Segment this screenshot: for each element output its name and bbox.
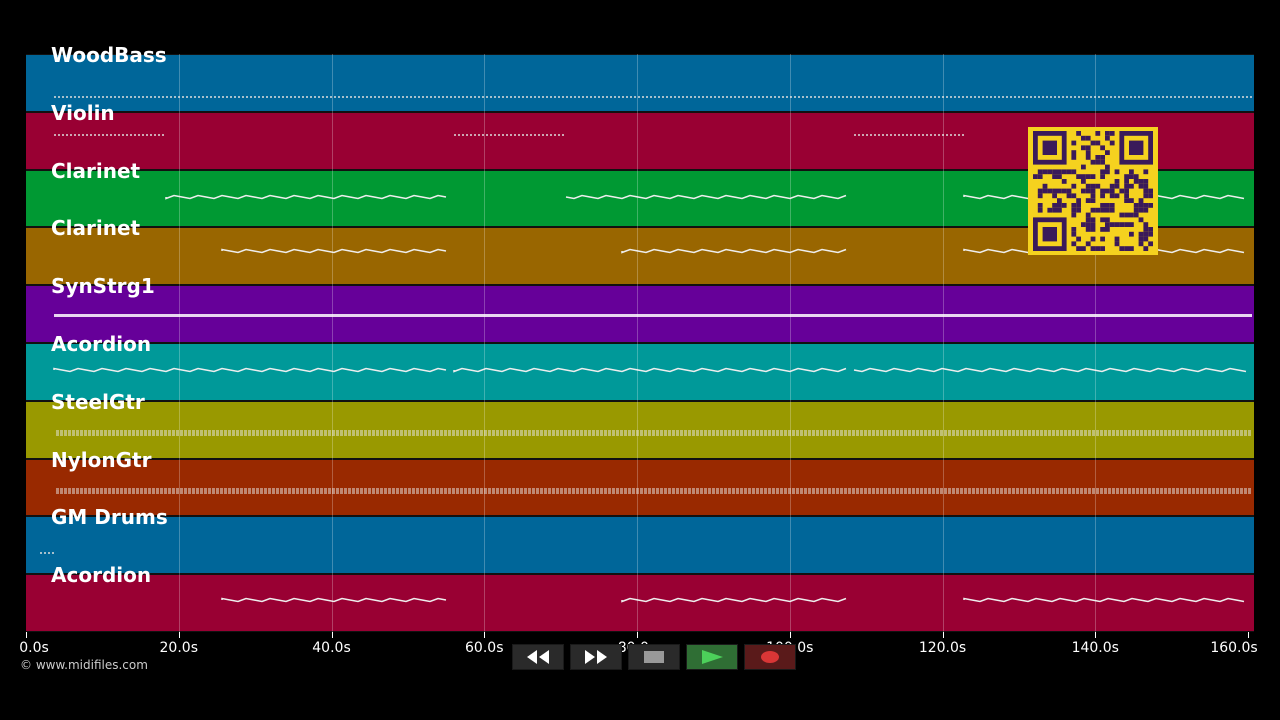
track-name: Clarinet	[51, 216, 141, 241]
rewind-icon	[527, 650, 549, 664]
grid-line	[637, 54, 638, 632]
rewind-button[interactable]	[512, 644, 564, 670]
track-notes	[54, 134, 966, 136]
track-name: GM Drums	[51, 505, 168, 530]
grid-line	[484, 54, 486, 632]
track-lane: SynStrg1	[26, 274, 1254, 343]
note-bar	[54, 314, 1252, 318]
track-notes	[40, 552, 54, 555]
tick-mark	[1095, 632, 1097, 638]
tick-label: 140.0s	[1071, 640, 1119, 656]
note-line	[853, 367, 1247, 373]
grid-line	[942, 54, 944, 632]
note-line	[453, 367, 847, 373]
tick-label: 120.0s	[918, 640, 967, 656]
note-line	[221, 597, 447, 603]
tick-mark	[942, 632, 944, 638]
note-line	[221, 248, 447, 254]
tick-label: 0.0s	[19, 640, 49, 656]
fast-forward-icon	[585, 650, 607, 664]
track-notes	[221, 597, 1245, 603]
grid-line	[789, 54, 791, 632]
tick-label: 60.0s	[465, 640, 504, 656]
tick-mark	[1248, 632, 1249, 638]
play-button[interactable]	[686, 644, 738, 670]
qr-code	[1028, 127, 1158, 255]
track-notes	[56, 430, 1252, 436]
track-notes	[54, 314, 1252, 318]
play-icon	[702, 650, 723, 664]
tick-mark	[26, 632, 27, 638]
track-lane: Acordion	[26, 332, 1254, 401]
track-lane: GM Drums	[26, 505, 1254, 575]
tick-mark	[331, 632, 333, 638]
stop-button[interactable]	[628, 644, 680, 670]
note-line	[565, 194, 847, 199]
track-lane: SteelGtr	[26, 390, 1254, 459]
track-lane: NylonGtr	[26, 448, 1254, 517]
qr-code-image	[1033, 131, 1153, 251]
tick-label: 160.0s	[1210, 640, 1258, 656]
grid-line	[178, 54, 180, 632]
grid-line	[331, 54, 333, 632]
fast-forward-button[interactable]	[570, 644, 622, 670]
tick-label: 20.0s	[159, 640, 198, 656]
note-line	[621, 249, 847, 254]
note-line	[621, 597, 847, 603]
track-name: Acordion	[51, 563, 152, 588]
note-line	[53, 367, 447, 373]
note-line	[963, 597, 1245, 603]
grid-line	[1095, 54, 1097, 632]
track-name: SteelGtr	[51, 389, 145, 414]
track-name: Acordion	[51, 332, 152, 356]
track-name: SynStrg1	[51, 274, 155, 299]
track-notes	[53, 367, 1247, 373]
stop-icon	[644, 651, 664, 663]
transport-controls	[512, 644, 796, 670]
track-lane: WoodBass	[26, 43, 1254, 112]
tick-label: 40.0s	[312, 640, 351, 656]
tick-mark	[484, 632, 486, 638]
track-notes	[56, 488, 1252, 494]
track-lane: Acordion	[26, 563, 1254, 632]
copyright-text: © www.midifiles.com	[20, 658, 148, 672]
track-name: WoodBass	[51, 43, 167, 67]
tick-mark	[637, 632, 638, 638]
tick-mark	[178, 632, 180, 638]
note-line	[165, 194, 447, 200]
track-name: Clarinet	[51, 158, 141, 183]
track-notes	[54, 96, 1254, 98]
time-axis: 0.0s20.0s40.0s60.0s80.0s100.0s120.0s140.…	[19, 632, 1258, 660]
record-button[interactable]	[744, 644, 796, 670]
record-icon	[761, 651, 779, 663]
tick-mark	[789, 632, 791, 638]
track-name: NylonGtr	[51, 447, 152, 472]
track-name: Violin	[51, 100, 115, 125]
